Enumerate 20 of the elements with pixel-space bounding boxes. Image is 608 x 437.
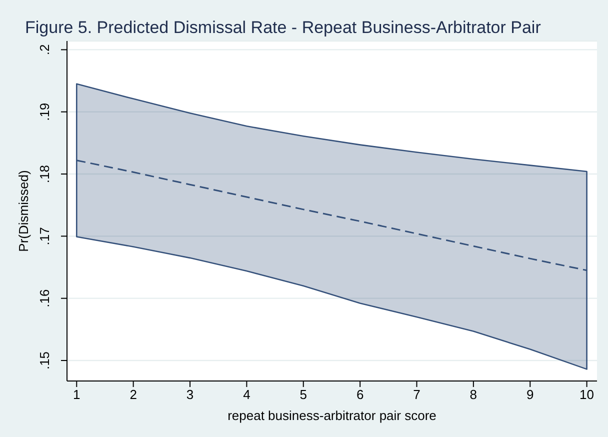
x-tick-label: 5 (300, 387, 307, 402)
y-tick-label: .18 (37, 164, 52, 184)
y-axis-title: Pr(Dismissed) (16, 170, 31, 252)
x-axis-title: repeat business-arbitrator pair score (228, 408, 436, 423)
y-tick-label: .2 (37, 44, 52, 56)
y-tick-label: .19 (37, 102, 52, 121)
y-tick-label: .17 (37, 227, 52, 246)
y-tick-label: .15 (37, 351, 52, 370)
y-tick-label: .16 (37, 289, 52, 308)
x-tick-label: 1 (73, 387, 80, 402)
chart-title: Figure 5. Predicted Dismissal Rate - Repeat Business-Arbitrator Pair (25, 18, 542, 37)
x-tick-label: 3 (186, 387, 194, 402)
x-tick-label: 9 (526, 387, 534, 402)
x-tick-label: 4 (243, 387, 250, 402)
x-tick-label: 2 (130, 387, 137, 402)
x-tick-label: 7 (413, 387, 420, 402)
line-series (76, 160, 588, 272)
x-tick-label: 10 (580, 387, 594, 402)
x-tick-label: 6 (356, 387, 364, 402)
x-tick-label: 8 (470, 387, 478, 402)
